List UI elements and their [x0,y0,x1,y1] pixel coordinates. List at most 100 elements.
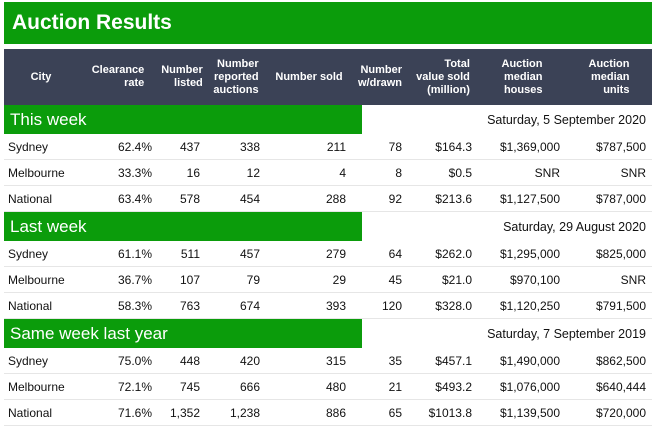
value-cell: $720,000 [595,405,646,420]
value-cell: $970,100 [509,272,560,287]
value-cell: 33.3% [117,165,152,180]
city-cell: Melbourne [8,272,65,287]
value-cell: 674 [239,298,260,313]
value-cell: 75.0% [117,353,152,368]
value-cell: $1,139,500 [499,405,560,420]
city-cell: Sydney [8,139,49,154]
table-row: National 63.4% 578 454 288 92 $213.6 $1,127,500… [4,186,652,212]
value-cell: $1,120,250 [499,298,560,313]
section-date: Saturday, 29 August 2020 [503,219,646,234]
value-cell: $787,000 [595,191,646,206]
value-cell: 511 [180,246,200,261]
col-header-withdrawn: Number w/drawn [357,64,402,89]
city-cell: Melbourne [8,165,65,180]
value-cell: 448 [179,353,200,368]
value-cell: 745 [179,379,200,394]
value-cell: 454 [239,191,260,206]
value-cell: $862,500 [595,353,646,368]
value-cell: 12 [246,165,260,180]
value-cell: 315 [325,353,346,368]
value-cell: 437 [179,139,200,154]
value-cell: 338 [239,139,260,154]
city-cell: National [8,298,53,313]
value-cell: $262.0 [435,246,472,261]
value-cell: 63.4% [117,191,152,206]
section-date: Saturday, 7 September 2019 [487,326,646,341]
value-cell: $213.6 [435,191,472,206]
value-cell: $791,500 [595,298,646,313]
city-cell: National [8,405,53,420]
page-title: Auction Results [4,2,652,44]
value-cell: 763 [179,298,200,313]
value-cell: $457.1 [435,353,472,368]
value-cell: 4 [339,165,346,180]
value-cell: 36.7% [117,272,152,287]
value-cell: 120 [381,298,402,313]
col-header-city: City [30,70,52,83]
table-row: Melbourne 72.1% 745 666 480 21 $493.2 $1,076,00… [4,374,652,400]
value-cell: 45 [388,272,402,287]
value-cell: 72.1% [117,379,152,394]
value-cell: 61.1% [117,246,152,261]
auction-results-panel: Auction Results City Clearance rate Numb… [4,2,652,426]
value-cell: $1,076,000 [499,379,560,394]
value-cell: 393 [325,298,346,313]
value-cell: 78 [388,139,402,154]
section-header-last-week: Last week Saturday, 29 August 2020 [4,212,652,241]
section-label: Same week last year [4,319,362,348]
value-cell: 64 [388,246,402,261]
value-cell: 92 [388,191,402,206]
col-header-number-listed: Number listed [161,64,203,89]
value-cell: 211 [326,139,346,154]
value-cell: 288 [325,191,346,206]
value-cell: 1,352 [169,405,200,420]
value-cell: 8 [395,165,402,180]
value-cell: $164.3 [435,139,472,154]
table-row: Sydney 61.1% 511 457 279 64 $262.0 $1,295,000 $8… [4,241,652,267]
value-cell: 71.6% [117,405,152,420]
value-cell: 457 [239,246,260,261]
value-cell: $21.0 [441,272,472,287]
value-cell: $328.0 [435,298,472,313]
value-cell: $0.5 [448,165,472,180]
col-header-median-units: Auction median units [588,57,630,96]
table-row: Sydney 75.0% 448 420 315 35 $457.1 $1,490,000 $8… [4,348,652,374]
value-cell: 480 [325,379,346,394]
section-label: Last week [4,212,362,241]
table-row: National 58.3% 763 674 393 120 $328.0 $1,120,25… [4,293,652,319]
table-row: Sydney 62.4% 437 338 211 78 $164.3 $1,369,000 $7… [4,134,652,160]
col-header-number-sold: Number sold [275,70,343,83]
value-cell: $1,127,500 [499,191,560,206]
col-header-clearance-rate: Clearance rate [91,64,145,89]
value-cell: 65 [388,405,402,420]
value-cell: $1013.8 [428,405,472,420]
value-cell: SNR [620,165,646,180]
value-cell: 29 [332,272,346,287]
value-cell: 35 [388,353,402,368]
value-cell: $825,000 [595,246,646,261]
table-row: Melbourne 33.3% 16 12 4 8 $0.5 SNR SNR [4,160,652,186]
value-cell: $493.2 [435,379,472,394]
value-cell: 58.3% [117,298,152,313]
table-header: City Clearance rate Number listed Number… [4,49,652,105]
value-cell: $1,490,000 [499,353,560,368]
value-cell: 62.4% [117,139,152,154]
col-header-reported-auctions: Number reported auctions [213,57,259,96]
value-cell: 1,238 [229,405,260,420]
value-cell: 21 [388,379,402,394]
section-header-this-week: This week Saturday, 5 September 2020 [4,105,652,134]
value-cell: 16 [186,165,200,180]
col-header-median-houses: Auction median houses [501,57,543,96]
value-cell: 578 [179,191,200,206]
table-row: National 71.6% 1,352 1,238 886 65 $1013.8 $1,13… [4,400,652,426]
section-date: Saturday, 5 September 2020 [487,112,646,127]
table-row: Melbourne 36.7% 107 79 29 45 $21.0 $970,100 SNR [4,267,652,293]
value-cell: 886 [325,405,346,420]
value-cell: $1,369,000 [499,139,560,154]
section-label: This week [4,105,362,134]
value-cell: 107 [179,272,200,287]
results-sections: This week Saturday, 5 September 2020 Sydne… [4,105,652,426]
value-cell: $787,500 [595,139,646,154]
section-header-same-week-last-year: Same week last year Saturday, 7 September… [4,319,652,348]
value-cell: $640,444 [595,379,646,394]
